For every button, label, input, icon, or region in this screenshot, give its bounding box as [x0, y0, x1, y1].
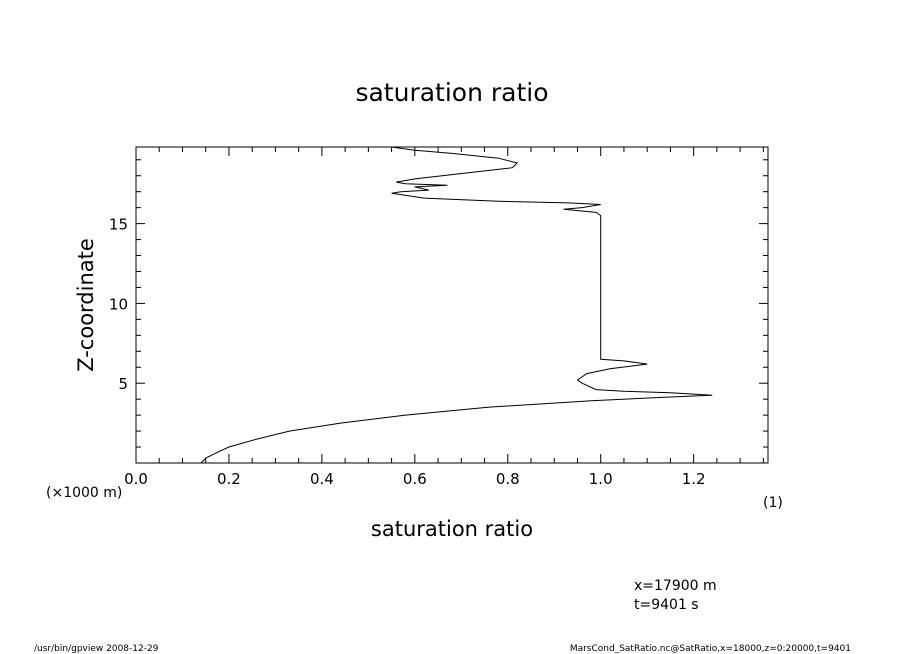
- x-tick-label: 0.6: [403, 470, 427, 488]
- x-axis-tick-labels: 0.0 0.2 0.4 0.6 0.8 1.0 1.2: [124, 470, 706, 488]
- x-axis-ticks: [135, 147, 764, 463]
- x-tick-label: 0.4: [310, 470, 334, 488]
- annotation-t: t=9401 s: [634, 597, 699, 613]
- plot-frame: [135, 146, 769, 464]
- x-tick-label: 0.8: [496, 470, 520, 488]
- chart-title: saturation ratio: [355, 78, 548, 107]
- y-axis-label: Z-coordinate: [74, 238, 98, 372]
- x-tick-label: 1.2: [682, 470, 706, 488]
- y-tick-label: 15: [109, 216, 128, 234]
- series-line: [200, 146, 713, 464]
- y-axis-ticks: [136, 159, 768, 448]
- y-tick-label: 5: [118, 375, 128, 393]
- y-axis-tick-labels: 5 10 15: [109, 216, 128, 394]
- annotation-x: x=17900 m: [634, 578, 717, 594]
- x-axis-label: saturation ratio: [371, 517, 533, 541]
- x-tick-label: 1.0: [589, 470, 613, 488]
- x-unit-label: (1): [763, 495, 783, 511]
- x-tick-label: 0.2: [217, 470, 241, 488]
- y-unit-label: (×1000 m): [46, 485, 122, 501]
- footer-left: /usr/bin/gpview 2008-12-29: [34, 644, 159, 654]
- footer-right: MarsCond_SatRatio.nc@SatRatio,x=18000,z=…: [570, 644, 851, 654]
- y-tick-label: 10: [109, 295, 128, 313]
- x-tick-label: 0.0: [124, 470, 148, 488]
